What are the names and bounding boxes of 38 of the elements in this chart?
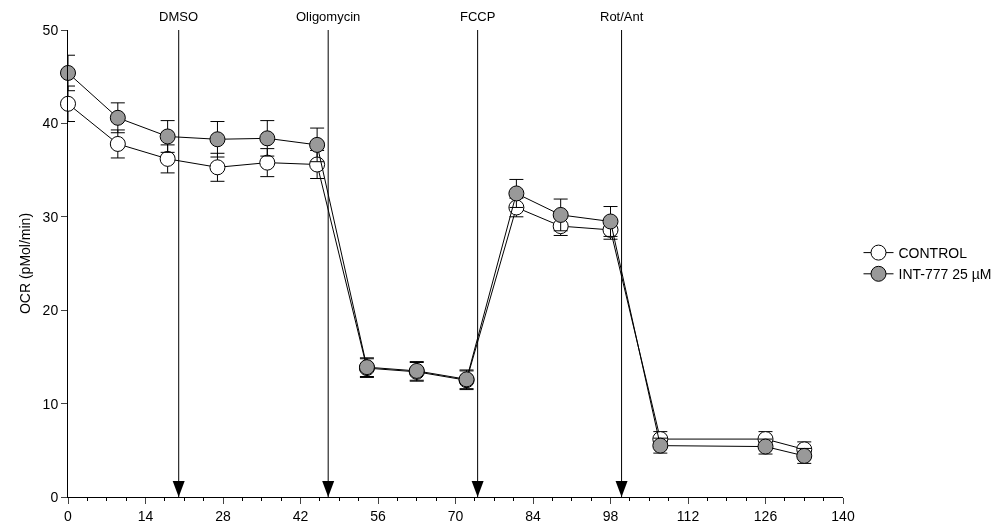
point xyxy=(508,185,525,202)
ref-line-label: Rot/Ant xyxy=(600,9,644,24)
ref-line-label: Oligomycin xyxy=(296,9,361,24)
point xyxy=(109,135,126,152)
point xyxy=(60,95,76,112)
x-tick-label: 112 xyxy=(676,507,700,524)
x-tick-label: 0 xyxy=(64,507,73,524)
point xyxy=(309,136,326,153)
legend-label: CONTROL xyxy=(898,245,968,262)
y-tick-label: 20 xyxy=(42,302,59,319)
point xyxy=(259,154,276,171)
legend-label: INT-777 25 µM xyxy=(898,266,992,283)
y-tick-label: 0 xyxy=(50,488,59,505)
point xyxy=(60,64,76,81)
x-tick-label: 14 xyxy=(137,507,154,524)
point xyxy=(209,159,226,176)
y-tick-label: 40 xyxy=(42,115,59,132)
point xyxy=(109,109,126,126)
y-tick-label: 50 xyxy=(42,21,59,38)
x-tick-label: 42 xyxy=(292,507,309,524)
x-tick-label: 140 xyxy=(831,507,855,524)
ref-line-label: FCCP xyxy=(460,9,496,24)
x-tick-label: 70 xyxy=(447,507,464,524)
point xyxy=(602,213,619,230)
x-tick-label: 56 xyxy=(370,507,386,524)
point xyxy=(259,130,276,147)
point xyxy=(159,150,176,167)
ref-line-label: DMSO xyxy=(159,9,198,24)
point xyxy=(159,128,176,145)
point xyxy=(209,131,226,148)
y-tick-label: 30 xyxy=(42,208,59,225)
x-tick-label: 126 xyxy=(753,507,778,524)
point xyxy=(552,206,569,223)
x-tick-label: 84 xyxy=(525,507,541,524)
x-tick-label: 28 xyxy=(215,507,231,524)
x-tick-label: 98 xyxy=(602,507,619,524)
y-axis-title: OCR (pMol/min) xyxy=(17,212,34,315)
y-tick-label: 10 xyxy=(42,395,59,412)
